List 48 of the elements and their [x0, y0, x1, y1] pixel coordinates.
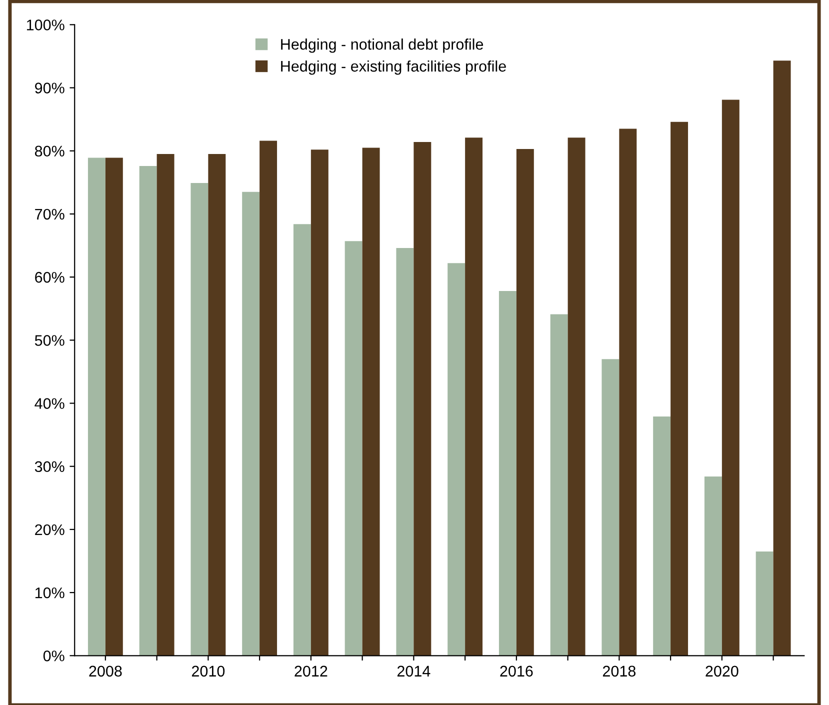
- bar: [88, 158, 106, 656]
- bar: [670, 122, 688, 656]
- bar: [722, 100, 740, 656]
- bar: [498, 290, 516, 656]
- y-tick-label: 80%: [34, 146, 64, 157]
- y-tick-label: 10%: [35, 587, 64, 598]
- bar: [396, 248, 414, 656]
- bar: [156, 154, 174, 656]
- bar: [344, 241, 362, 656]
- x-tick-label: 2020: [706, 666, 738, 677]
- bar: [310, 150, 328, 656]
- bar: [516, 148, 534, 656]
- bar: [242, 192, 260, 656]
- bar: [756, 552, 774, 656]
- x-tick-label: 2012: [294, 666, 328, 677]
- y-tick-label: 70%: [35, 208, 64, 220]
- bar: [208, 154, 226, 656]
- y-tick-label: 90%: [35, 82, 64, 94]
- bar: [190, 183, 208, 656]
- y-tick-label: 60%: [35, 272, 64, 283]
- bar: [260, 140, 278, 656]
- bar: [602, 359, 620, 656]
- bar: [568, 138, 586, 656]
- x-tick-label: 2014: [397, 666, 430, 677]
- legend-label: Hedging - existing facilities profile: [281, 60, 506, 75]
- bar: [105, 158, 123, 656]
- bar: [465, 138, 483, 656]
- bar: [653, 416, 671, 656]
- bar: [293, 224, 311, 656]
- x-tick-label: 2018: [602, 666, 636, 677]
- x-tick-label: 2008: [89, 666, 122, 677]
- y-tick-label: 30%: [34, 461, 64, 472]
- y-tick-label: 0%: [43, 650, 64, 662]
- bar: [139, 166, 157, 656]
- y-tick-label: 40%: [34, 398, 64, 409]
- y-tick-label: 50%: [34, 335, 64, 346]
- legend-label: Hedging - notional debt profile: [281, 38, 484, 53]
- x-tick-label: 2016: [500, 666, 533, 677]
- x-tick-label: 2010: [192, 666, 225, 677]
- bar: [704, 476, 722, 656]
- bar: [362, 148, 380, 656]
- bar: [773, 60, 791, 656]
- bar: [414, 142, 432, 656]
- bar: [550, 314, 568, 656]
- y-tick-label: 100%: [26, 20, 64, 30]
- bar: [448, 263, 466, 656]
- bar: [619, 128, 637, 656]
- y-tick-label: 20%: [35, 524, 64, 536]
